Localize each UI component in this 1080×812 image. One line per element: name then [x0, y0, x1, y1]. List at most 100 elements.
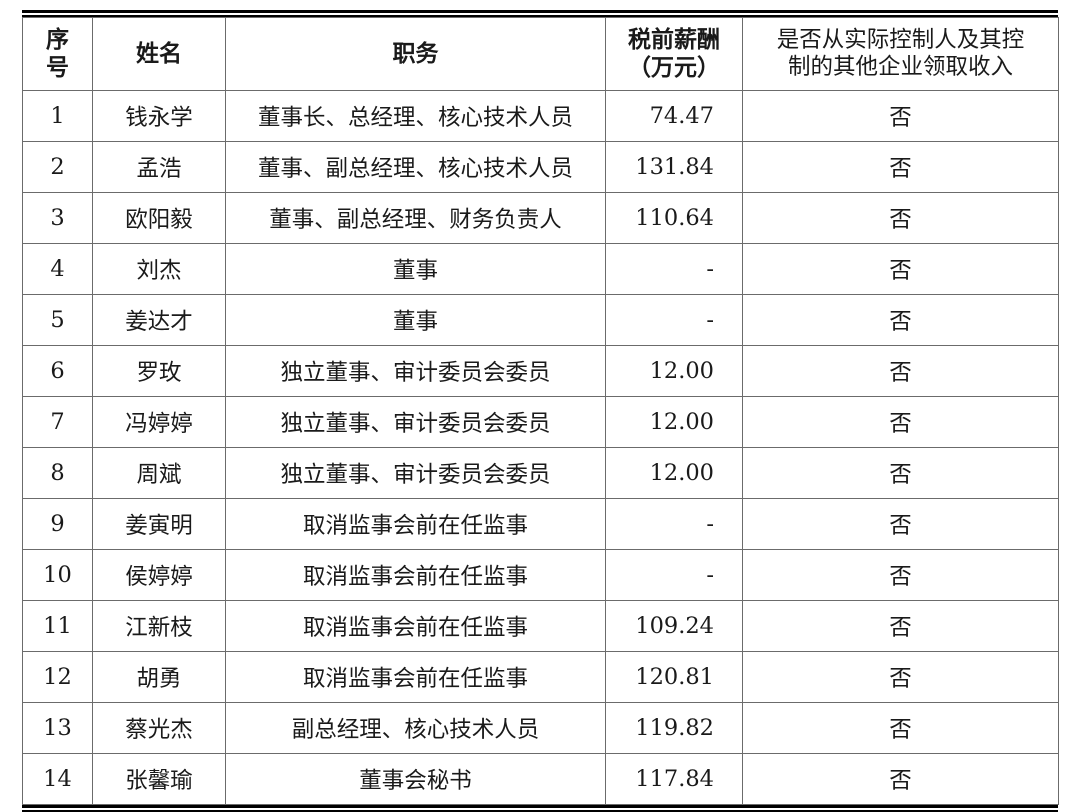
cell-index: 6 — [22, 345, 93, 397]
table-row: 10 侯婷婷 取消监事会前在任监事 - 否 — [22, 549, 1059, 601]
cell-name: 周斌 — [92, 447, 226, 499]
table-row: 13 蔡光杰 副总经理、核心技术人员 119.82 否 — [22, 702, 1059, 754]
cell-index: 2 — [22, 141, 93, 193]
table-row: 12 胡勇 取消监事会前在任监事 120.81 否 — [22, 651, 1059, 703]
cell-index: 11 — [22, 600, 93, 652]
table-row: 11 江新枝 取消监事会前在任监事 109.24 否 — [22, 600, 1059, 652]
cell-index: 10 — [22, 549, 93, 601]
cell-income: 否 — [742, 600, 1059, 652]
cell-title: 取消监事会前在任监事 — [225, 549, 606, 601]
column-header-index-line-2: 号 — [46, 54, 69, 81]
cell-name: 张馨瑜 — [92, 753, 226, 805]
cell-title: 取消监事会前在任监事 — [225, 651, 606, 703]
cell-title: 取消监事会前在任监事 — [225, 600, 606, 652]
cell-salary: 12.00 — [605, 345, 743, 397]
cell-name: 姜达才 — [92, 294, 226, 346]
cell-salary: 117.84 — [605, 753, 743, 805]
column-header-salary: 税前薪酬 （万元） — [605, 17, 743, 91]
cell-salary: 110.64 — [605, 192, 743, 244]
table-row: 1 钱永学 董事长、总经理、核心技术人员 74.47 否 — [22, 90, 1059, 142]
cell-index: 5 — [22, 294, 93, 346]
cell-index: 13 — [22, 702, 93, 754]
cell-income: 否 — [742, 753, 1059, 805]
cell-title: 独立董事、审计委员会委员 — [225, 345, 606, 397]
table-row: 9 姜寅明 取消监事会前在任监事 - 否 — [22, 498, 1059, 550]
cell-index: 1 — [22, 90, 93, 142]
column-header-income-line-2: 制的其他企业领取收入 — [787, 54, 1013, 80]
cell-income: 否 — [742, 498, 1059, 550]
table-row: 8 周斌 独立董事、审计委员会委员 12.00 否 — [22, 447, 1059, 499]
cell-salary: - — [605, 549, 743, 601]
cell-title: 独立董事、审计委员会委员 — [225, 447, 606, 499]
table-row: 6 罗玫 独立董事、审计委员会委员 12.00 否 — [22, 345, 1059, 397]
cell-income: 否 — [742, 702, 1059, 754]
cell-title: 董事 — [225, 294, 606, 346]
table-bottom-double-rule — [22, 805, 1058, 812]
cell-income: 否 — [742, 192, 1059, 244]
cell-name: 蔡光杰 — [92, 702, 226, 754]
table-row: 3 欧阳毅 董事、副总经理、财务负责人 110.64 否 — [22, 192, 1059, 244]
cell-index: 12 — [22, 651, 93, 703]
cell-name: 孟浩 — [92, 141, 226, 193]
cell-salary: - — [605, 243, 743, 295]
table-row: 5 姜达才 董事 - 否 — [22, 294, 1059, 346]
cell-name: 胡勇 — [92, 651, 226, 703]
cell-index: 4 — [22, 243, 93, 295]
column-header-name: 姓名 — [92, 17, 226, 91]
cell-index: 14 — [22, 753, 93, 805]
cell-salary: - — [605, 294, 743, 346]
table-row: 4 刘杰 董事 - 否 — [22, 243, 1059, 295]
table-row: 7 冯婷婷 独立董事、审计委员会委员 12.00 否 — [22, 396, 1059, 448]
table-header-row: 序 号 姓名 职务 税前薪酬 （万元） 是否从实际控制人及其控 制的其他企业领取… — [22, 17, 1059, 91]
cell-income: 否 — [742, 549, 1059, 601]
cell-salary: 119.82 — [605, 702, 743, 754]
cell-income: 否 — [742, 243, 1059, 295]
column-header-income-line-1: 是否从实际控制人及其控 — [776, 26, 1025, 53]
cell-salary: 120.81 — [605, 651, 743, 703]
cell-title: 独立董事、审计委员会委员 — [225, 396, 606, 448]
cell-salary: 109.24 — [605, 600, 743, 652]
cell-income: 否 — [742, 651, 1059, 703]
cell-name: 欧阳毅 — [92, 192, 226, 244]
cell-name: 江新枝 — [92, 600, 226, 652]
cell-income: 否 — [742, 141, 1059, 193]
cell-index: 7 — [22, 396, 93, 448]
cell-title: 董事、副总经理、财务负责人 — [225, 192, 606, 244]
table-top-double-rule — [22, 10, 1058, 17]
cell-income: 否 — [742, 396, 1059, 448]
cell-title: 副总经理、核心技术人员 — [225, 702, 606, 754]
cell-income: 否 — [742, 90, 1059, 142]
cell-income: 否 — [742, 345, 1059, 397]
cell-name: 刘杰 — [92, 243, 226, 295]
cell-salary: 131.84 — [605, 141, 743, 193]
cell-title: 取消监事会前在任监事 — [225, 498, 606, 550]
cell-index: 8 — [22, 447, 93, 499]
column-header-salary-line-2: （万元） — [628, 54, 720, 81]
cell-name: 冯婷婷 — [92, 396, 226, 448]
compensation-table-container: 序 号 姓名 职务 税前薪酬 （万元） 是否从实际控制人及其控 制的其他企业领取… — [22, 10, 1059, 812]
cell-title: 董事 — [225, 243, 606, 295]
column-header-salary-line-1: 税前薪酬 — [628, 25, 720, 53]
cell-income: 否 — [742, 447, 1059, 499]
cell-salary: 74.47 — [605, 90, 743, 142]
cell-income: 否 — [742, 294, 1059, 346]
cell-name: 钱永学 — [92, 90, 226, 142]
table-body: 序 号 姓名 职务 税前薪酬 （万元） 是否从实际控制人及其控 制的其他企业领取… — [22, 17, 1059, 805]
cell-salary: - — [605, 498, 743, 550]
cell-name: 侯婷婷 — [92, 549, 226, 601]
cell-title: 董事、副总经理、核心技术人员 — [225, 141, 606, 193]
cell-index: 9 — [22, 498, 93, 550]
cell-name: 姜寅明 — [92, 498, 226, 550]
column-header-income: 是否从实际控制人及其控 制的其他企业领取收入 — [742, 17, 1059, 91]
cell-title: 董事会秘书 — [225, 753, 606, 805]
column-header-index-line-1: 序 — [46, 25, 69, 53]
cell-title: 董事长、总经理、核心技术人员 — [225, 90, 606, 142]
table-row: 14 张馨瑜 董事会秘书 117.84 否 — [22, 753, 1059, 805]
cell-index: 3 — [22, 192, 93, 244]
compensation-table: 序 号 姓名 职务 税前薪酬 （万元） 是否从实际控制人及其控 制的其他企业领取… — [22, 17, 1059, 805]
cell-salary: 12.00 — [605, 396, 743, 448]
cell-name: 罗玫 — [92, 345, 226, 397]
column-header-index: 序 号 — [22, 17, 93, 91]
cell-salary: 12.00 — [605, 447, 743, 499]
